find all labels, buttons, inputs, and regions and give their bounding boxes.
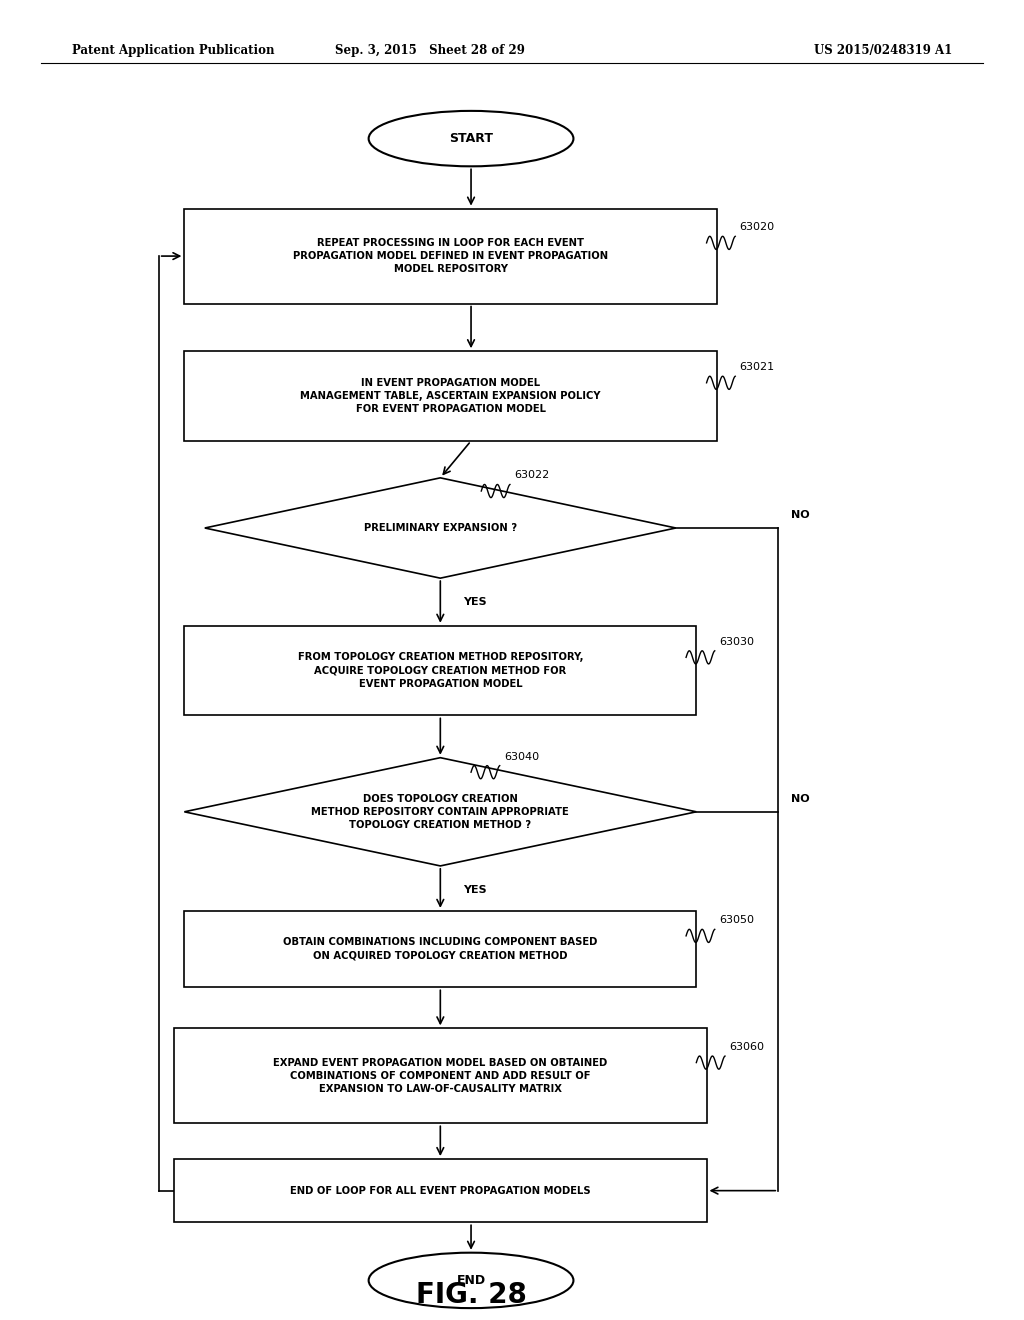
Text: END: END	[457, 1274, 485, 1287]
Text: START: START	[450, 132, 493, 145]
Text: YES: YES	[463, 884, 486, 895]
FancyBboxPatch shape	[184, 209, 717, 304]
Ellipse shape	[369, 111, 573, 166]
FancyBboxPatch shape	[174, 1159, 707, 1222]
Text: EXPAND EVENT PROPAGATION MODEL BASED ON OBTAINED
COMBINATIONS OF COMPONENT AND A: EXPAND EVENT PROPAGATION MODEL BASED ON …	[273, 1057, 607, 1094]
Text: Patent Application Publication: Patent Application Publication	[72, 44, 274, 57]
Text: 63020: 63020	[739, 222, 774, 232]
Text: YES: YES	[463, 597, 486, 607]
Text: 63050: 63050	[719, 915, 754, 925]
FancyBboxPatch shape	[184, 911, 696, 987]
Text: 63060: 63060	[729, 1041, 764, 1052]
Text: NO: NO	[791, 510, 809, 520]
Text: PRELIMINARY EXPANSION ?: PRELIMINARY EXPANSION ?	[364, 523, 517, 533]
FancyBboxPatch shape	[174, 1028, 707, 1123]
Text: FROM TOPOLOGY CREATION METHOD REPOSITORY,
ACQUIRE TOPOLOGY CREATION METHOD FOR
E: FROM TOPOLOGY CREATION METHOD REPOSITORY…	[298, 652, 583, 689]
Text: END OF LOOP FOR ALL EVENT PROPAGATION MODELS: END OF LOOP FOR ALL EVENT PROPAGATION MO…	[290, 1185, 591, 1196]
Text: IN EVENT PROPAGATION MODEL
MANAGEMENT TABLE, ASCERTAIN EXPANSION POLICY
FOR EVEN: IN EVENT PROPAGATION MODEL MANAGEMENT TA…	[300, 378, 601, 414]
Text: US 2015/0248319 A1: US 2015/0248319 A1	[814, 44, 952, 57]
Text: REPEAT PROCESSING IN LOOP FOR EACH EVENT
PROPAGATION MODEL DEFINED IN EVENT PROP: REPEAT PROCESSING IN LOOP FOR EACH EVENT…	[293, 238, 608, 275]
Ellipse shape	[369, 1253, 573, 1308]
Text: 63030: 63030	[719, 636, 754, 647]
Text: 63022: 63022	[514, 470, 549, 480]
Text: DOES TOPOLOGY CREATION
METHOD REPOSITORY CONTAIN APPROPRIATE
TOPOLOGY CREATION M: DOES TOPOLOGY CREATION METHOD REPOSITORY…	[311, 793, 569, 830]
Text: Sep. 3, 2015   Sheet 28 of 29: Sep. 3, 2015 Sheet 28 of 29	[335, 44, 525, 57]
Text: 63040: 63040	[504, 751, 539, 762]
Polygon shape	[205, 478, 676, 578]
Text: 63021: 63021	[739, 362, 774, 372]
Text: NO: NO	[791, 793, 809, 804]
Text: FIG. 28: FIG. 28	[416, 1282, 526, 1309]
FancyBboxPatch shape	[184, 626, 696, 715]
Polygon shape	[184, 758, 696, 866]
Text: OBTAIN COMBINATIONS INCLUDING COMPONENT BASED
ON ACQUIRED TOPOLOGY CREATION METH: OBTAIN COMBINATIONS INCLUDING COMPONENT …	[283, 937, 598, 961]
FancyBboxPatch shape	[184, 351, 717, 441]
